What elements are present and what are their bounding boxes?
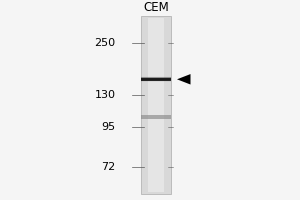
Bar: [141, 77, 171, 78]
Bar: [141, 80, 171, 81]
Text: 250: 250: [94, 38, 116, 48]
Bar: [141, 81, 171, 82]
Bar: [141, 115, 171, 119]
Bar: [141, 81, 171, 82]
Bar: [141, 76, 171, 77]
Text: 130: 130: [94, 90, 116, 100]
Bar: [148, 18, 164, 192]
Bar: [141, 77, 171, 78]
Bar: [141, 79, 171, 80]
Bar: [141, 16, 171, 194]
Text: CEM: CEM: [143, 1, 169, 14]
Text: 72: 72: [101, 162, 116, 172]
Polygon shape: [177, 74, 190, 85]
Bar: [141, 78, 171, 79]
Bar: [141, 78, 171, 81]
Bar: [141, 79, 171, 80]
Text: 95: 95: [101, 122, 116, 132]
